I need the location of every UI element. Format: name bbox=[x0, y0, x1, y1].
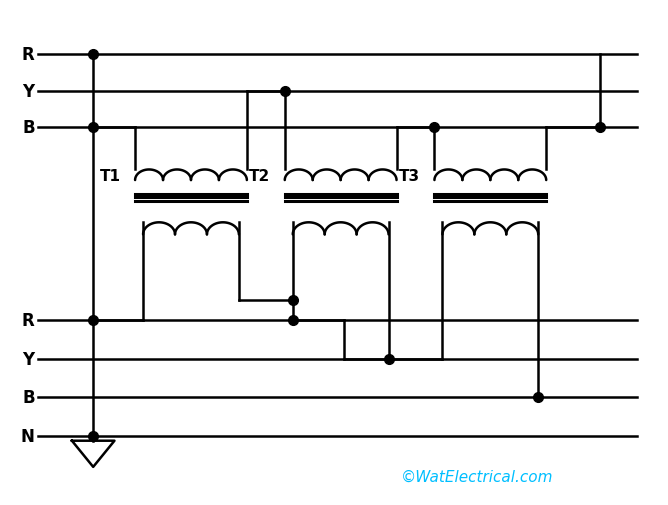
Text: T1: T1 bbox=[100, 169, 120, 184]
Text: ©WatElectrical.com: ©WatElectrical.com bbox=[401, 469, 553, 483]
Text: R: R bbox=[22, 46, 35, 64]
Text: Y: Y bbox=[23, 350, 35, 368]
Text: Y: Y bbox=[23, 83, 35, 101]
Text: N: N bbox=[21, 427, 35, 445]
Text: T3: T3 bbox=[399, 169, 420, 184]
Text: T2: T2 bbox=[249, 169, 270, 184]
Text: B: B bbox=[22, 388, 35, 406]
Text: R: R bbox=[22, 311, 35, 329]
Text: B: B bbox=[22, 119, 35, 137]
